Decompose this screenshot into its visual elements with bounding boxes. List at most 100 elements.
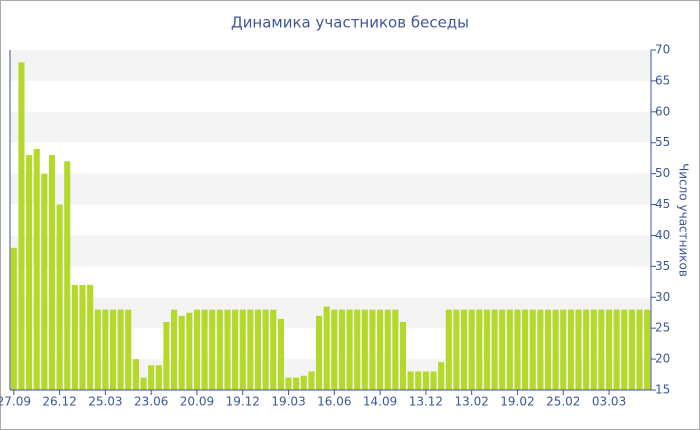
bar xyxy=(18,62,25,390)
bar xyxy=(186,312,193,390)
bar xyxy=(399,322,407,390)
bar xyxy=(415,371,422,390)
y-tick-label: 40 xyxy=(655,228,670,242)
bar xyxy=(514,309,521,390)
y-tick-label: 70 xyxy=(655,43,670,57)
grid-band xyxy=(10,359,651,390)
bar xyxy=(369,309,376,390)
bar xyxy=(247,309,254,390)
bar xyxy=(590,309,597,390)
bar xyxy=(293,377,300,390)
bar xyxy=(407,371,414,390)
bar xyxy=(453,309,460,390)
bar xyxy=(438,362,445,390)
y-tick-label: 15 xyxy=(655,383,670,397)
bar xyxy=(26,155,33,390)
bar xyxy=(316,315,323,390)
y-tick-label: 45 xyxy=(655,197,670,211)
bar xyxy=(529,309,536,390)
bar xyxy=(628,309,635,390)
bar xyxy=(537,309,544,390)
bar xyxy=(262,309,269,390)
x-tick-label: 26.12 xyxy=(42,395,76,409)
y-axis-label: Число участников xyxy=(677,163,691,277)
x-tick-label: 16.06 xyxy=(317,395,351,409)
bar xyxy=(125,309,132,390)
bar xyxy=(216,309,223,390)
bar xyxy=(277,318,284,390)
x-tick-label: 13.02 xyxy=(454,395,488,409)
bar xyxy=(323,306,330,390)
bar xyxy=(644,309,651,390)
bar xyxy=(476,309,483,390)
bar xyxy=(56,204,63,390)
bar xyxy=(361,309,368,390)
y-tick-label: 20 xyxy=(655,352,670,366)
bar xyxy=(605,309,613,390)
x-tick-label: 25.03 xyxy=(88,395,122,409)
y-tick-label: 55 xyxy=(655,135,670,149)
bar xyxy=(331,309,338,390)
bar xyxy=(354,309,361,390)
bar xyxy=(308,371,315,390)
bar xyxy=(613,309,620,390)
bar xyxy=(560,309,567,390)
bar xyxy=(33,148,40,390)
bar xyxy=(178,315,185,390)
bar xyxy=(338,309,345,390)
x-tick-label: 03.03 xyxy=(592,395,626,409)
bar xyxy=(552,309,559,390)
bar xyxy=(499,309,506,390)
bar xyxy=(300,375,307,390)
bar xyxy=(392,309,399,390)
y-tick-label: 60 xyxy=(655,104,670,118)
grid-band xyxy=(10,235,651,267)
bar xyxy=(109,309,117,390)
bar xyxy=(575,309,582,390)
y-tick-label: 35 xyxy=(655,259,670,273)
bar xyxy=(522,309,529,390)
bar xyxy=(48,155,56,390)
bar xyxy=(201,309,208,390)
y-tick-label: 50 xyxy=(655,166,670,180)
x-tick-label: 19.12 xyxy=(226,395,260,409)
x-tick-label: 19.03 xyxy=(271,395,305,409)
bar xyxy=(598,309,605,390)
bar xyxy=(224,309,231,390)
bar xyxy=(79,284,86,390)
bar xyxy=(468,309,475,390)
bar xyxy=(171,309,178,390)
bar xyxy=(460,309,468,390)
bar xyxy=(239,309,246,390)
bar xyxy=(87,284,94,390)
bar xyxy=(155,365,162,390)
bar xyxy=(506,309,513,390)
x-tick-label: 23.06 xyxy=(134,395,168,409)
bar xyxy=(430,371,437,390)
bar xyxy=(232,309,239,390)
bar xyxy=(384,309,391,390)
bar xyxy=(544,309,552,390)
bar xyxy=(583,309,590,390)
x-tick-label: 25.02 xyxy=(546,395,580,409)
bar xyxy=(491,309,498,390)
bar xyxy=(193,309,201,390)
bar xyxy=(377,309,384,390)
x-tick-label: 27.09 xyxy=(0,395,31,409)
bar xyxy=(254,309,262,390)
bar xyxy=(71,284,78,390)
bar xyxy=(567,309,574,390)
x-tick-label: 14.09 xyxy=(363,395,397,409)
bar xyxy=(621,309,628,390)
bar xyxy=(132,359,139,390)
bar xyxy=(209,309,216,390)
grid-band xyxy=(10,173,651,205)
bar xyxy=(483,309,490,390)
bar xyxy=(117,309,124,390)
bar xyxy=(285,377,292,390)
bar xyxy=(422,371,429,390)
x-tick-label: 20.09 xyxy=(180,395,214,409)
bar xyxy=(10,247,17,390)
bar xyxy=(346,309,353,390)
